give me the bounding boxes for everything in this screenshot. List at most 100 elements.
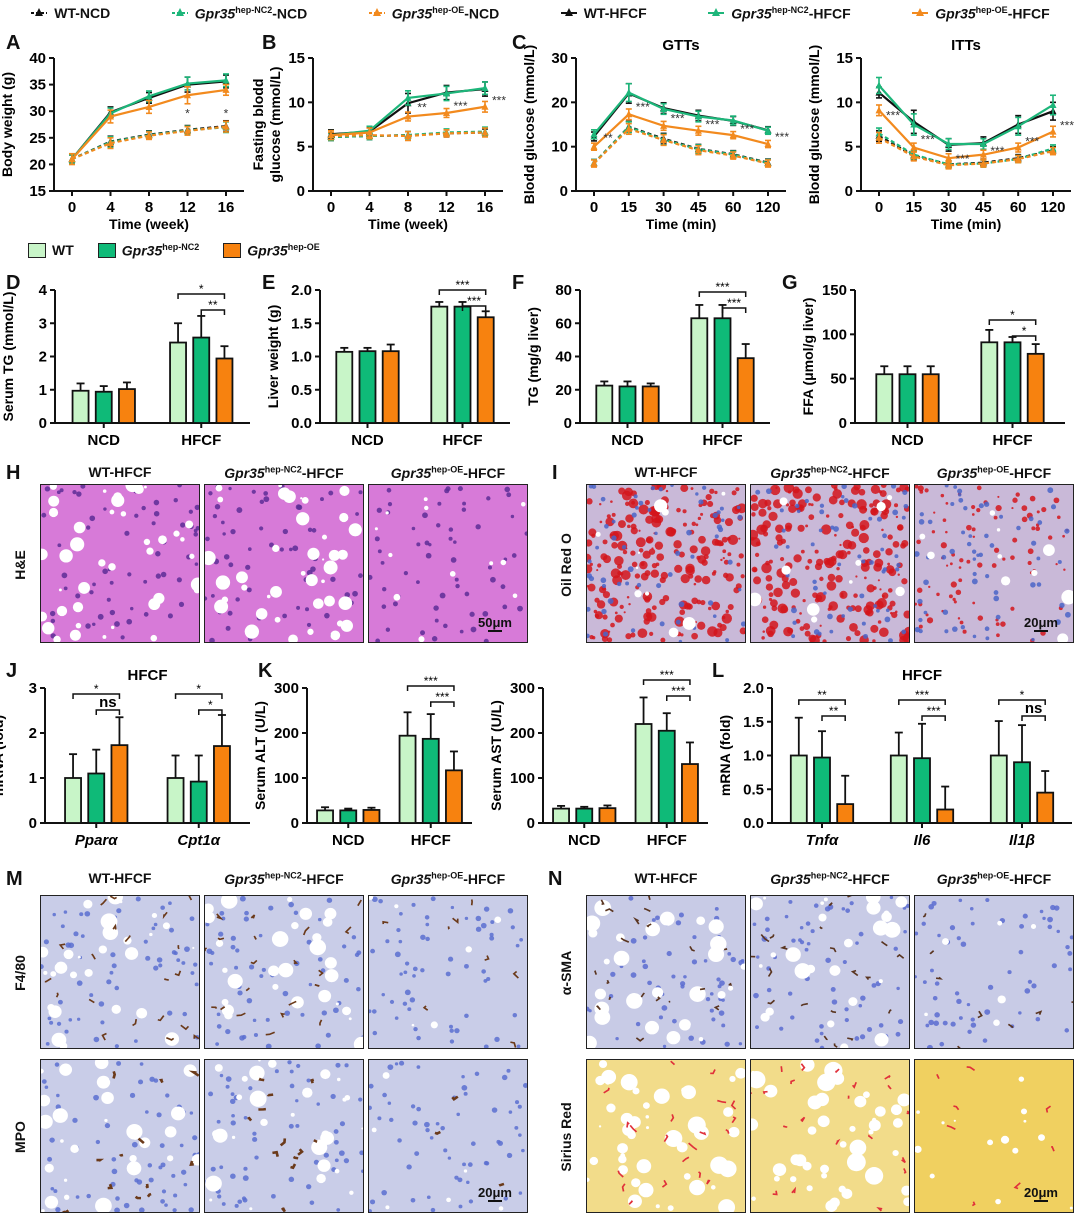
y-tick-label: 0.5 bbox=[291, 382, 312, 399]
nucleus bbox=[107, 598, 111, 602]
nucleus bbox=[993, 596, 999, 602]
nucleus bbox=[494, 1037, 499, 1042]
lipid-droplet bbox=[651, 547, 653, 549]
nucleus bbox=[957, 489, 962, 494]
fat-vacuole bbox=[375, 527, 378, 530]
x-tick-label: 60 bbox=[1010, 199, 1027, 216]
nucleus bbox=[679, 601, 685, 607]
bar-gpr35hep-oe bbox=[383, 351, 399, 423]
nucleus bbox=[791, 634, 795, 638]
column-title-text: Gpr35hep-NC2-HFCF bbox=[770, 465, 889, 481]
lipid-droplet bbox=[627, 596, 630, 599]
lipid-droplet bbox=[828, 608, 831, 611]
nucleus bbox=[184, 1183, 188, 1187]
nucleus bbox=[631, 628, 635, 632]
nucleus bbox=[807, 942, 811, 946]
lipid-droplet bbox=[630, 550, 635, 555]
fat-vacuole bbox=[699, 1037, 704, 1041]
nucleus bbox=[1054, 905, 1060, 910]
fat-vacuole bbox=[180, 537, 185, 541]
nucleus bbox=[468, 1162, 473, 1167]
legend-label-prefix: Gpr35 bbox=[731, 5, 771, 21]
nucleus bbox=[226, 1076, 232, 1082]
fat-vacuole bbox=[103, 489, 107, 493]
nucleus bbox=[399, 972, 402, 975]
fat-vacuole bbox=[780, 497, 788, 505]
lipid-droplet bbox=[701, 546, 710, 555]
lipid-droplet bbox=[879, 588, 881, 590]
nucleus bbox=[164, 1203, 168, 1206]
nucleus bbox=[972, 579, 978, 585]
nucleus bbox=[1047, 925, 1052, 929]
micrograph-column-title: Gpr35hep-OE-HFCF bbox=[368, 464, 528, 481]
y-tick-label: 30 bbox=[29, 103, 46, 120]
scale-bar-line bbox=[488, 1200, 502, 1202]
nucleus bbox=[634, 494, 638, 498]
nucleus bbox=[336, 1208, 340, 1212]
lipid-droplet bbox=[610, 500, 613, 503]
nucleus bbox=[715, 907, 719, 911]
lipid-droplet bbox=[709, 489, 714, 494]
nucleus bbox=[983, 1038, 988, 1042]
nucleus bbox=[611, 535, 616, 540]
nucleus bbox=[242, 1035, 247, 1039]
chart-title: GTTs bbox=[662, 37, 699, 54]
nucleus bbox=[894, 554, 898, 558]
fat-vacuole bbox=[627, 1131, 636, 1139]
fat-vacuole bbox=[729, 1127, 740, 1137]
lipid-droplet bbox=[881, 529, 884, 532]
x-axis-label: Time (min) bbox=[646, 216, 717, 232]
lipid-droplet bbox=[807, 559, 812, 564]
significance-label: *** bbox=[715, 280, 729, 294]
nucleus bbox=[245, 565, 250, 570]
lipid-droplet bbox=[882, 595, 885, 598]
nucleus bbox=[47, 1157, 52, 1162]
lipid-droplet bbox=[996, 633, 1000, 637]
lipid-droplet bbox=[700, 600, 705, 605]
nucleus bbox=[811, 929, 815, 933]
nucleus bbox=[516, 944, 520, 948]
lipid-droplet bbox=[789, 578, 797, 586]
fat-vacuole bbox=[301, 571, 306, 576]
micrograph-image bbox=[40, 895, 200, 1049]
y-tick-label: 1.0 bbox=[743, 748, 764, 765]
lipid-droplet bbox=[646, 536, 654, 544]
nucleus bbox=[115, 1196, 120, 1200]
fat-vacuole bbox=[617, 1143, 628, 1153]
nucleus bbox=[1056, 930, 1060, 933]
fat-vacuole bbox=[995, 1199, 1001, 1204]
fat-vacuole bbox=[325, 969, 339, 982]
nucleus bbox=[165, 1093, 169, 1097]
nucleus bbox=[511, 515, 514, 518]
legend-swatch bbox=[98, 243, 116, 258]
nucleus bbox=[637, 583, 641, 587]
fat-vacuole bbox=[306, 574, 318, 586]
x-tick-label: NCD bbox=[891, 432, 924, 449]
nucleus bbox=[57, 543, 61, 547]
fat-vacuole bbox=[136, 1008, 147, 1019]
fat-vacuole bbox=[881, 912, 892, 922]
nucleus bbox=[173, 1193, 177, 1197]
nucleus bbox=[457, 1177, 462, 1182]
y-tick-label: 1.0 bbox=[291, 349, 312, 366]
lipid-droplet bbox=[851, 526, 854, 529]
nucleus bbox=[466, 1181, 470, 1184]
nucleus bbox=[896, 1032, 901, 1037]
column-title-text-prefix: WT bbox=[635, 870, 656, 886]
nucleus bbox=[837, 562, 841, 566]
nucleus bbox=[827, 614, 833, 620]
fat-vacuole bbox=[1001, 576, 1010, 585]
lipid-droplet bbox=[770, 485, 780, 495]
nucleus bbox=[405, 961, 409, 965]
bar-gpr35hep-oe bbox=[111, 745, 127, 823]
nucleus bbox=[625, 581, 629, 585]
x-tick-label: 4 bbox=[365, 199, 374, 216]
fat-vacuole bbox=[954, 1120, 956, 1122]
nucleus bbox=[461, 1085, 467, 1091]
nucleus bbox=[416, 542, 420, 546]
lipid-droplet bbox=[643, 551, 651, 559]
nucleus bbox=[193, 963, 197, 967]
nucleus bbox=[149, 1077, 154, 1082]
nucleus bbox=[152, 521, 156, 525]
